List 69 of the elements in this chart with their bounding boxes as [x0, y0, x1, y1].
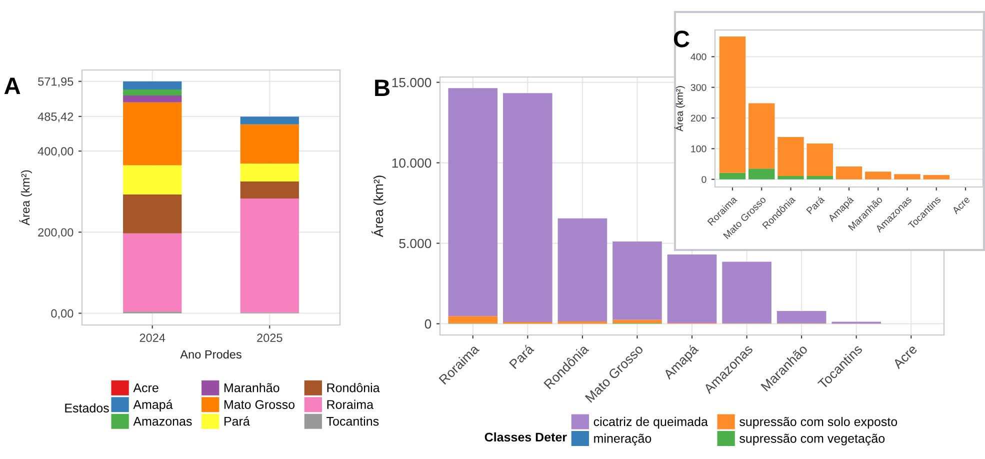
bar — [558, 218, 608, 322]
legend-label: Amazonas — [133, 417, 192, 426]
bar — [667, 254, 717, 324]
y-tick-label: 0 — [424, 319, 432, 329]
bar — [612, 320, 662, 324]
y-tick-label: 100 — [691, 145, 706, 152]
y-tick-label: 0,00 — [51, 309, 74, 320]
legend-title: Estados — [65, 403, 109, 413]
bar — [123, 194, 182, 234]
legend-label: Mato Grosso — [224, 400, 295, 409]
legend-label: supressão com vegetação — [740, 434, 885, 446]
y-tick-label: 300 — [690, 84, 706, 91]
legend-label: Roraima — [327, 400, 374, 409]
legend-label: Tocantins — [326, 416, 379, 426]
y-tick-label: 400,00 — [38, 147, 74, 157]
bar — [806, 143, 833, 176]
bar — [748, 103, 775, 169]
x-tick-label: 2025 — [257, 334, 282, 342]
bar — [448, 88, 498, 316]
legend-label: Pará — [224, 416, 250, 426]
y-tick-label: 200 — [690, 114, 706, 122]
y-tick-label: 485,42 — [38, 112, 74, 122]
bar — [123, 81, 182, 90]
y-axis-title: Área (km²) — [674, 86, 685, 132]
chart-title: B — [375, 80, 390, 96]
legend-label: supressão com solo exposto — [740, 416, 898, 429]
bar — [240, 164, 299, 182]
legend-label: Amapá — [133, 400, 173, 412]
chart-title: A — [4, 78, 20, 94]
bar — [778, 137, 804, 176]
legend-label: mineração — [594, 434, 652, 446]
x-tick-label: 2024 — [140, 334, 166, 342]
y-axis-title: Área (km²) — [19, 170, 32, 226]
bar — [719, 36, 746, 173]
legend-label: cicatriz de queimada — [594, 416, 708, 429]
bar — [836, 166, 862, 180]
y-tick-label: 571,95 — [38, 77, 74, 88]
bar — [503, 93, 552, 322]
bar — [778, 176, 804, 180]
legend-title: Classes Deter — [484, 432, 567, 442]
bar — [123, 165, 182, 194]
x-axis-title: Ano Prodes — [180, 350, 242, 359]
bar — [923, 175, 950, 180]
y-tick-label: 10.000 — [392, 158, 432, 168]
bar — [612, 241, 662, 320]
y-tick-label: 200,00 — [38, 228, 74, 238]
chart-title: C — [674, 30, 690, 48]
y-axis-title: Área (km²) — [372, 176, 386, 238]
bar — [123, 102, 182, 166]
bar — [748, 168, 775, 180]
bar — [806, 176, 833, 180]
bar — [722, 262, 772, 324]
bar — [123, 89, 182, 96]
bar — [894, 174, 920, 180]
y-tick-label: 400 — [690, 53, 706, 60]
bar — [240, 124, 299, 164]
bar — [240, 116, 299, 124]
y-tick-label: 15.000 — [392, 78, 432, 88]
bar — [448, 316, 498, 324]
bar — [865, 172, 892, 180]
bar — [776, 311, 826, 324]
bar — [558, 321, 608, 324]
y-tick-label: 0 — [702, 176, 706, 183]
bar — [240, 181, 299, 199]
bar — [240, 198, 299, 312]
y-tick-label: 5.000 — [399, 238, 432, 248]
bar — [719, 172, 746, 180]
bar — [123, 96, 182, 102]
bar — [123, 233, 182, 312]
